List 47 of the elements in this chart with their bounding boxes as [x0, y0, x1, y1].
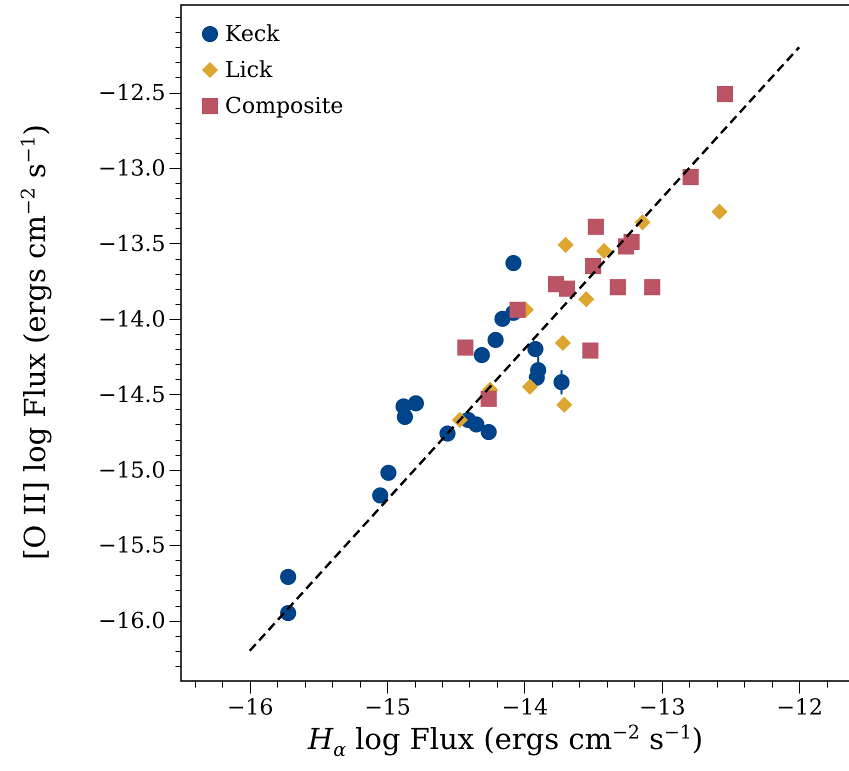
point	[558, 280, 576, 297]
x-tick-label: −14	[502, 696, 548, 720]
x-tick-label: −16	[226, 696, 274, 720]
point	[682, 168, 699, 186]
point	[610, 279, 626, 296]
point	[527, 340, 544, 358]
x-tick-label: −12	[776, 696, 823, 720]
point	[480, 390, 497, 407]
legend-label: Composite	[225, 94, 344, 119]
point	[474, 347, 490, 364]
point	[408, 395, 424, 412]
point	[488, 332, 504, 348]
point	[556, 396, 572, 413]
point	[582, 342, 598, 359]
point	[554, 334, 571, 352]
y-tick-label: −15.5	[98, 534, 166, 559]
point	[558, 236, 574, 253]
point	[280, 568, 296, 585]
point	[588, 218, 604, 235]
point	[578, 291, 594, 308]
y-tick-label: −14.0	[98, 307, 166, 332]
x-tick-label: −13	[639, 696, 686, 720]
point	[372, 487, 388, 504]
legend-label: Keck	[225, 22, 280, 47]
y-tick-label: −13.0	[98, 156, 166, 182]
point	[480, 424, 497, 440]
point	[510, 302, 526, 318]
x-axis-title: H$_{α}$ log Flux (ergs cm$^{−2}$ s$^{−1}$)	[306, 722, 704, 761]
point	[522, 378, 538, 395]
y-tick-label: −14.5	[98, 382, 166, 408]
y-tick-label: −16.0	[98, 609, 166, 634]
point	[468, 416, 484, 433]
x-tick-label: −15	[364, 696, 411, 720]
point	[596, 242, 612, 260]
point	[380, 464, 396, 481]
point	[618, 238, 634, 254]
point	[711, 204, 728, 220]
y-tick-label: −13.5	[98, 232, 166, 257]
legend-label: Lick	[225, 58, 273, 83]
point	[505, 254, 522, 272]
point	[457, 339, 474, 356]
point	[716, 86, 734, 102]
point	[396, 408, 413, 425]
y-tick-label: −15.0	[98, 458, 166, 484]
y-tick-label: −12.5	[98, 81, 166, 106]
point	[585, 258, 602, 274]
point	[644, 279, 660, 296]
